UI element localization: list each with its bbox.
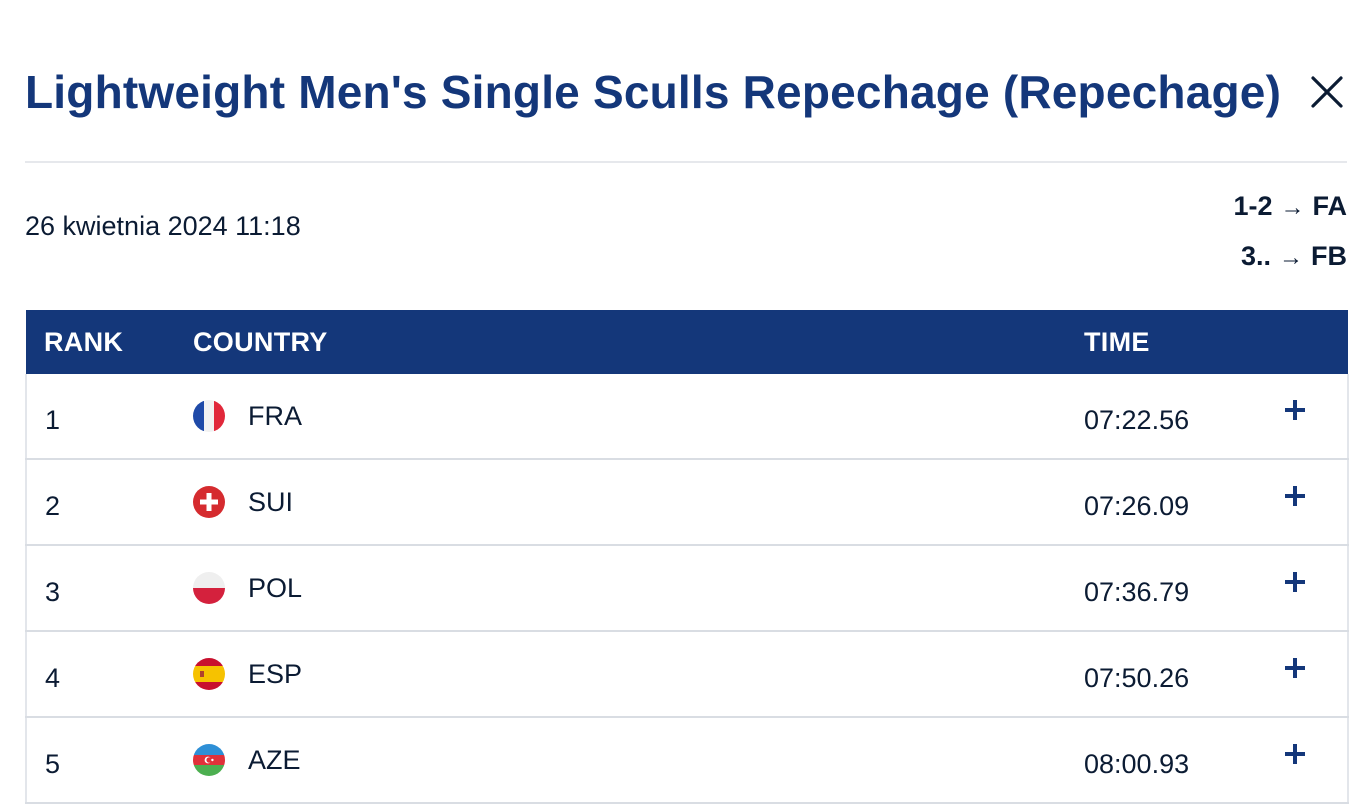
table-header: RANK COUNTRY TIME <box>26 310 1348 374</box>
rank-value: 5 <box>45 748 61 779</box>
modal-header: Lightweight Men's Single Sculls Repechag… <box>25 0 1347 163</box>
plus-icon[interactable] <box>1284 743 1306 765</box>
time-value: 07:50.26 <box>1084 662 1190 693</box>
table-row[interactable]: 5 AZE <box>25 717 1349 804</box>
table-row[interactable]: 4 ESP 07:50.26 <box>25 631 1349 718</box>
progression-final: FB <box>1311 241 1347 271</box>
plus-icon[interactable] <box>1284 571 1306 593</box>
page-title: Lightweight Men's Single Sculls Repechag… <box>25 66 1282 118</box>
progression-final: FA <box>1312 191 1347 221</box>
progression-ranks: 3.. <box>1240 241 1271 271</box>
time-value: 07:22.56 <box>1084 404 1190 435</box>
results-table: RANK COUNTRY TIME 1 <box>25 310 1349 804</box>
plus-icon[interactable] <box>1284 399 1306 421</box>
country-code: POL <box>248 572 303 603</box>
country-code: ESP <box>248 658 303 689</box>
arrow-right-icon: → <box>1279 244 1303 271</box>
arrow-right-icon: → <box>1280 194 1305 221</box>
france-flag-icon <box>193 400 225 432</box>
table-row[interactable]: 3 POL 07:36.79 <box>25 545 1349 632</box>
rank-value: 3 <box>45 576 61 607</box>
country-code: AZE <box>248 744 301 775</box>
rank-value: 2 <box>45 490 61 521</box>
spain-flag-icon <box>193 658 225 690</box>
time-value: 08:00.93 <box>1084 748 1190 779</box>
progression-ranks: 1-2 <box>1233 191 1273 221</box>
header-expand <box>1284 310 1348 374</box>
race-date: 26 kwietnia 2024 11:18 <box>25 211 301 241</box>
azerbaijan-flag-icon <box>193 744 225 776</box>
time-value: 07:26.09 <box>1084 490 1190 521</box>
table-row[interactable]: 2 SUI 07:26.09 <box>25 459 1349 546</box>
progression-row: 3.. → FB <box>1233 235 1347 285</box>
table-row[interactable]: 1 FRA 07:22.56 <box>25 374 1349 460</box>
switzerland-flag-icon <box>193 486 225 518</box>
progression-rules: 1-2 → FA 3.. → FB <box>1233 185 1347 285</box>
race-meta: 26 kwietnia 2024 11:18 1-2 → FA 3.. → FB <box>25 163 1347 310</box>
close-button[interactable] <box>1307 70 1347 114</box>
country-code: FRA <box>248 400 302 431</box>
plus-icon[interactable] <box>1284 657 1306 679</box>
header-rank: RANK <box>44 326 124 357</box>
poland-flag-icon <box>193 572 225 604</box>
country-code: SUI <box>248 486 294 517</box>
rank-value: 4 <box>45 662 61 693</box>
time-value: 07:36.79 <box>1084 576 1190 607</box>
progression-row: 1-2 → FA <box>1233 185 1347 235</box>
header-country: COUNTRY <box>193 326 328 357</box>
close-icon <box>1311 76 1343 108</box>
plus-icon[interactable] <box>1284 485 1306 507</box>
header-time: TIME <box>1084 326 1150 357</box>
rank-value: 1 <box>45 404 61 435</box>
